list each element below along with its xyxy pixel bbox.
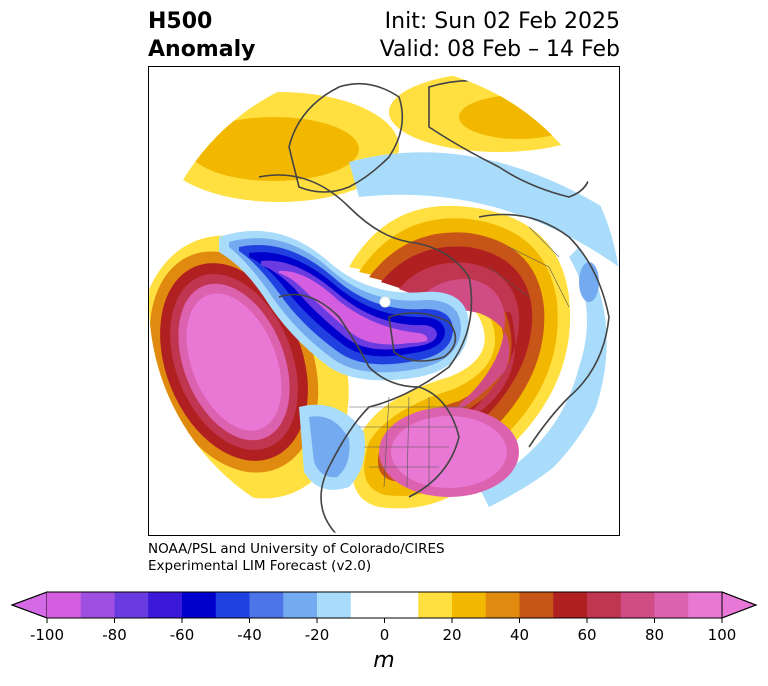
map-title: H500 Anomaly (148, 8, 255, 64)
north-pole-marker (379, 296, 391, 308)
colorbar-bin (148, 592, 183, 618)
colorbar-tick-label: 40 (509, 626, 530, 644)
colorbar-ticks: -100 -80 -60 -40 -20 0 20 40 60 80 100 (0, 626, 768, 648)
colorbar-tick-label: -20 (304, 626, 330, 644)
colorbar-bin (418, 592, 453, 618)
colorbar-bin (215, 592, 250, 618)
colorbar-tick-label: 60 (577, 626, 597, 644)
colorbar-bin (80, 592, 115, 618)
title-variable: H500 (148, 9, 213, 34)
colorbar-bin (182, 592, 217, 618)
colorbar-bin (249, 592, 284, 618)
colorbar-unit: m (373, 648, 395, 673)
colorbar-tick-label: 0 (379, 626, 390, 644)
colorbar-over-arrow (721, 591, 758, 619)
colorbar-bin (688, 592, 723, 618)
colorbar-bin (519, 592, 554, 618)
colorbar-tick-label: -40 (237, 626, 262, 644)
colorbar-tick-label: 80 (644, 626, 665, 644)
colorbar-bin (553, 592, 588, 618)
credit-line-1: NOAA/PSL and University of Colorado/CIRE… (148, 541, 445, 557)
colorbar-bin (587, 592, 622, 618)
credit-line-2: Experimental LIM Forecast (v2.0) (148, 558, 372, 574)
colorbar-bin (452, 592, 487, 618)
colorbar-tick-label: -80 (102, 626, 127, 644)
anomaly-map-graphic (149, 67, 619, 535)
colorbar-tick-label: 100 (707, 626, 737, 644)
credit-text: NOAA/PSL and University of Colorado/CIRE… (148, 541, 445, 575)
colorbar (10, 591, 758, 623)
colorbar-bin (350, 592, 385, 618)
trough-anomaly-arc (349, 152, 619, 267)
colorbar-bin (114, 592, 149, 618)
init-date: Init: Sun 02 Feb 2025 (384, 9, 620, 34)
colorbar-bin (485, 592, 520, 618)
colorbar-tick-label: -100 (29, 626, 65, 644)
valid-period: Valid: 08 Feb – 14 Feb (379, 37, 620, 62)
forecast-dates: Init: Sun 02 Feb 2025 Valid: 08 Feb – 14… (380, 8, 620, 64)
colorbar-bin (384, 592, 419, 618)
colorbar-under-arrow (10, 591, 48, 619)
anomaly-map (148, 66, 620, 536)
colorbar-bin (317, 592, 352, 618)
title-field: Anomaly (148, 37, 256, 62)
colorbar-bin (620, 592, 655, 618)
colorbar-tick-label: -60 (169, 626, 195, 644)
colorbar-bin (283, 592, 318, 618)
colorbar-tick-label: 20 (442, 626, 462, 644)
colorbar-bin (654, 592, 689, 618)
colorbar-bin (47, 592, 82, 618)
